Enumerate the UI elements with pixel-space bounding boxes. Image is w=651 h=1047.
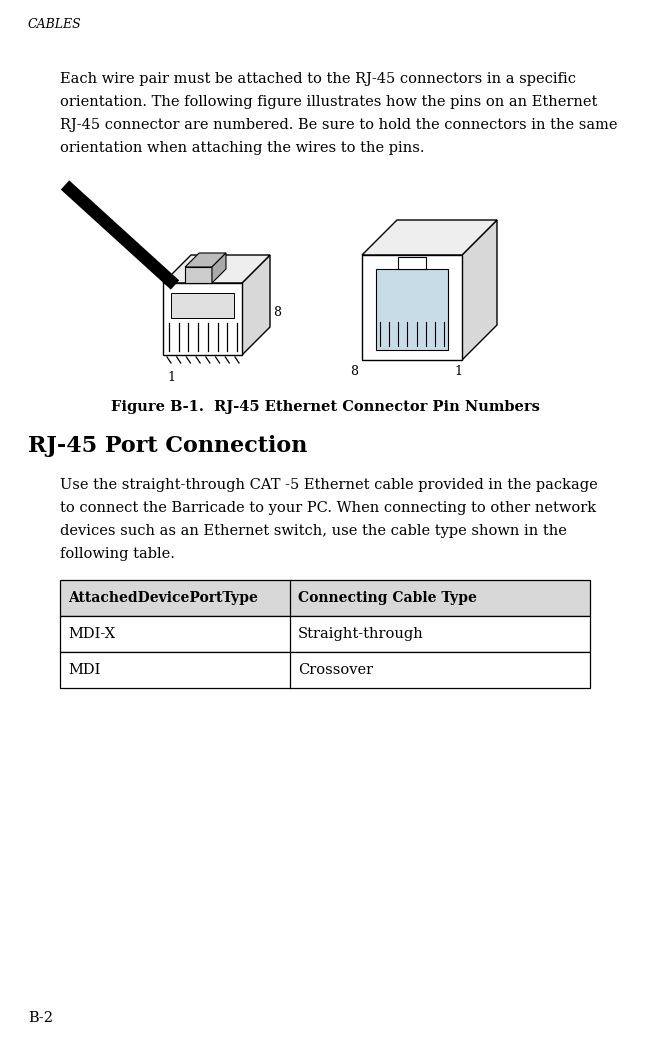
Text: devices such as an Ethernet switch, use the cable type shown in the: devices such as an Ethernet switch, use … [60, 524, 567, 538]
Text: Figure B-1.  RJ-45 Ethernet Connector Pin Numbers: Figure B-1. RJ-45 Ethernet Connector Pin… [111, 400, 540, 414]
Text: orientation when attaching the wires to the pins.: orientation when attaching the wires to … [60, 141, 424, 155]
Text: B-2: B-2 [28, 1011, 53, 1025]
Polygon shape [185, 253, 226, 267]
Text: Crossover: Crossover [298, 663, 373, 677]
Polygon shape [60, 652, 590, 688]
Polygon shape [362, 220, 497, 255]
Text: orientation. The following figure illustrates how the pins on an Ethernet: orientation. The following figure illust… [60, 95, 598, 109]
Text: Straight-through: Straight-through [298, 627, 424, 641]
Text: Each wire pair must be attached to the RJ-45 connectors in a specific: Each wire pair must be attached to the R… [60, 72, 576, 86]
Polygon shape [163, 283, 242, 355]
Text: 1: 1 [167, 371, 175, 384]
Text: Use the straight-through CAT -5 Ethernet cable provided in the package: Use the straight-through CAT -5 Ethernet… [60, 478, 598, 492]
Text: Connecting Cable Type: Connecting Cable Type [298, 591, 477, 605]
Text: to connect the Barricade to your PC. When connecting to other network: to connect the Barricade to your PC. Whe… [60, 502, 596, 515]
Polygon shape [60, 616, 590, 652]
Polygon shape [398, 257, 426, 269]
Text: AttachedDevicePortType: AttachedDevicePortType [68, 591, 258, 605]
Text: CABLES: CABLES [28, 18, 82, 31]
Text: 8: 8 [273, 307, 281, 319]
Polygon shape [242, 255, 270, 355]
Polygon shape [185, 267, 212, 283]
Polygon shape [163, 255, 270, 283]
Polygon shape [376, 269, 448, 350]
Polygon shape [462, 220, 497, 360]
Text: MDI-X: MDI-X [68, 627, 115, 641]
Polygon shape [171, 293, 234, 318]
Text: following table.: following table. [60, 547, 175, 561]
Text: 8: 8 [350, 365, 358, 378]
Polygon shape [212, 253, 226, 283]
Text: RJ-45 Port Connection: RJ-45 Port Connection [28, 435, 307, 456]
Polygon shape [60, 580, 590, 616]
Text: 1: 1 [454, 365, 462, 378]
Polygon shape [362, 255, 462, 360]
Text: MDI: MDI [68, 663, 100, 677]
Text: RJ-45 connector are numbered. Be sure to hold the connectors in the same: RJ-45 connector are numbered. Be sure to… [60, 118, 618, 132]
